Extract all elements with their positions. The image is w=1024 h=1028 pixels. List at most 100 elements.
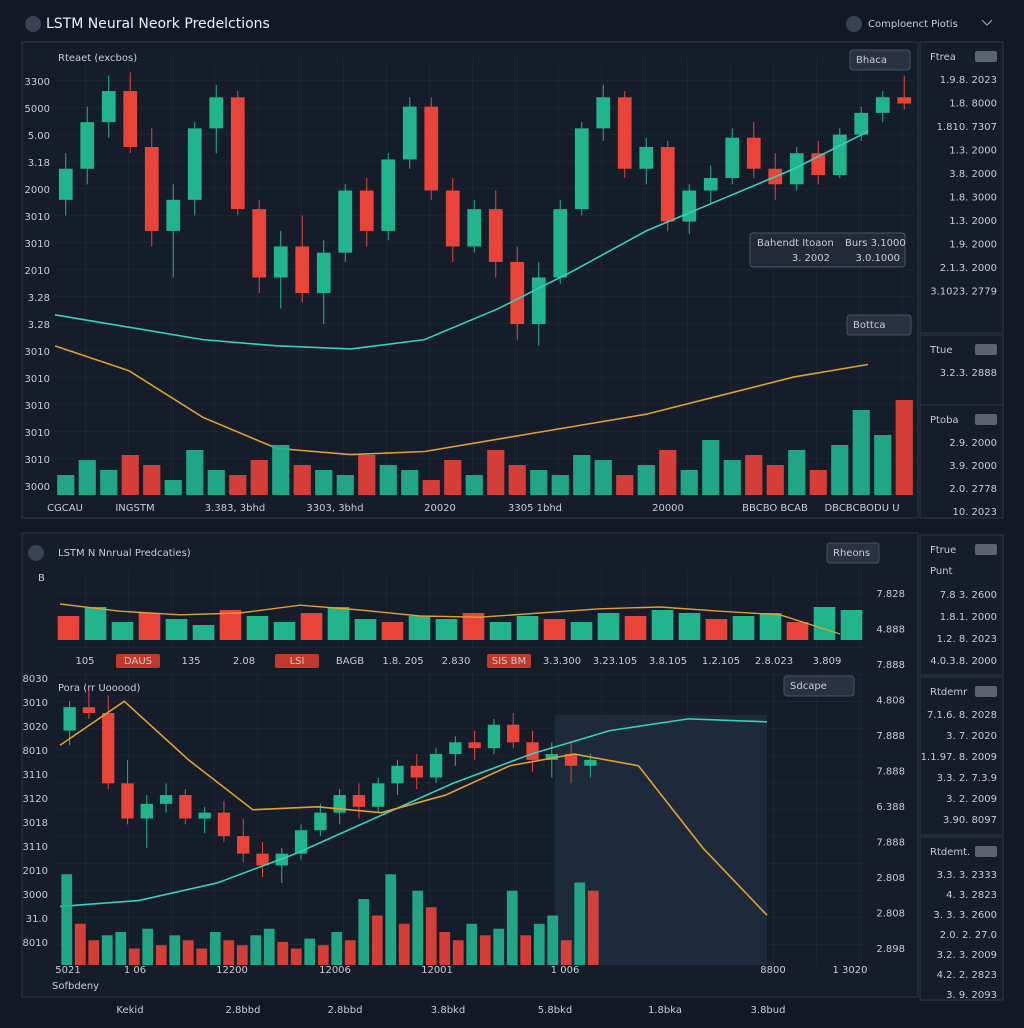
- candle-body: [121, 783, 134, 819]
- y-label: 3110: [23, 842, 48, 853]
- candle-body: [564, 754, 578, 766]
- y-label: 3120: [23, 794, 48, 805]
- button-bg[interactable]: [826, 542, 880, 564]
- volume-bar: [487, 450, 505, 495]
- button-bg[interactable]: [783, 675, 855, 697]
- x-label: 8800: [760, 965, 785, 976]
- menu-icon[interactable]: [846, 16, 862, 32]
- tag: 135: [181, 656, 200, 667]
- candle-body: [372, 783, 385, 807]
- right-axis-label: 7.888: [876, 731, 905, 742]
- y-label: 3.28: [28, 320, 50, 331]
- volume-bar: [508, 465, 526, 495]
- volume-bar: [317, 945, 329, 965]
- candle-body: [424, 106, 439, 191]
- sidebar-section: [919, 41, 1004, 334]
- x-label: 1 3020: [833, 965, 868, 976]
- volume-bar: [61, 874, 73, 965]
- sidebar-value: 3.1023. 2779: [930, 287, 997, 298]
- bottom-label: 2.8bbd: [328, 1005, 363, 1016]
- menu-label[interactable]: Comploenct Piotis: [868, 19, 958, 30]
- sidebar-value: 3. 2. 2009: [946, 794, 997, 805]
- volume-bar: [272, 445, 290, 495]
- tag-bg: [116, 654, 160, 668]
- y-label: 3010: [25, 401, 50, 412]
- volume-bar: [813, 607, 836, 640]
- candle-body: [252, 209, 267, 278]
- volume-bar: [489, 622, 512, 640]
- volume-bar: [466, 923, 478, 965]
- volume-bar: [315, 470, 333, 495]
- y-label: 31.0: [26, 914, 48, 925]
- sidebar-value: 2.0. 2778: [949, 484, 997, 495]
- candle-body: [179, 795, 192, 819]
- volume-bar: [358, 455, 376, 495]
- volume-bar: [169, 935, 181, 965]
- volume-bar: [57, 616, 80, 640]
- tooltip-value: 3. 2002: [792, 253, 830, 264]
- candle-body: [82, 707, 96, 714]
- volume-bar: [354, 619, 377, 640]
- right-axis-label: 6.388: [876, 802, 905, 813]
- y-label: 3010: [23, 698, 48, 709]
- volume-bar: [250, 460, 268, 495]
- volume-bar: [344, 940, 356, 965]
- volume-bar: [192, 625, 215, 640]
- volume-bar: [702, 440, 720, 495]
- app-icon: [25, 16, 41, 32]
- bottom-label: 2.8bbd: [226, 1005, 261, 1016]
- volume-bar: [788, 450, 806, 495]
- volume-bar: [358, 899, 370, 965]
- volume-bar: [573, 455, 591, 495]
- volume-bar: [138, 613, 161, 640]
- button-bg[interactable]: [846, 314, 912, 336]
- volume-bar: [705, 619, 728, 640]
- volume-bar: [465, 475, 483, 495]
- sidebar-value: 1.3. 2000: [949, 146, 997, 157]
- volume-bar: [88, 940, 100, 965]
- candle-body: [596, 97, 611, 129]
- candle-body: [402, 106, 417, 160]
- footer: Sofbdeny: [52, 981, 99, 992]
- volume-bar: [651, 610, 674, 640]
- candle-body: [584, 759, 597, 766]
- badge: [975, 414, 997, 425]
- volume-bar: [304, 938, 316, 965]
- sidebar-value: 10. 2023: [952, 507, 997, 518]
- volume-bar: [209, 932, 221, 965]
- candle-body: [273, 246, 288, 278]
- candle-body: [467, 209, 482, 247]
- x-label: 3305 1bhd: [508, 503, 562, 514]
- sidebar-value: 3. 3. 3. 2600: [933, 910, 997, 921]
- badge: [975, 846, 997, 857]
- volume-bar: [840, 610, 863, 640]
- sidebar-value: 3.2.3. 2888: [940, 368, 997, 379]
- tag: 3.8.105: [649, 656, 687, 667]
- volume-bar: [506, 890, 518, 965]
- volume-bar: [412, 890, 424, 965]
- mini-label: B: [38, 573, 45, 584]
- y-label: 3000: [25, 482, 50, 493]
- trend-line: [54, 345, 869, 456]
- candle-body: [574, 128, 589, 210]
- y-label: 5.00: [28, 131, 50, 142]
- volume-bar: [809, 470, 827, 495]
- candle-body: [526, 742, 539, 760]
- sidebar-value: 2.1.3. 2000: [940, 263, 997, 274]
- x-label: 20020: [424, 503, 456, 514]
- sidebar-value: 4. 3. 2823: [946, 890, 997, 901]
- sidebar-value: 3.3. 3. 2333: [937, 870, 997, 881]
- candle-body: [237, 836, 250, 854]
- volume-bar: [128, 948, 140, 965]
- volume-bar: [678, 613, 701, 640]
- candle-body: [703, 178, 718, 191]
- badge-label: Punt: [930, 566, 953, 577]
- y-label: 3000: [23, 890, 48, 901]
- chevron[interactable]: [981, 19, 993, 26]
- button-bg[interactable]: [849, 49, 911, 71]
- volume-bar: [759, 613, 782, 640]
- candle-body: [545, 754, 558, 760]
- candle-body: [445, 190, 460, 247]
- volume-bar: [408, 616, 431, 640]
